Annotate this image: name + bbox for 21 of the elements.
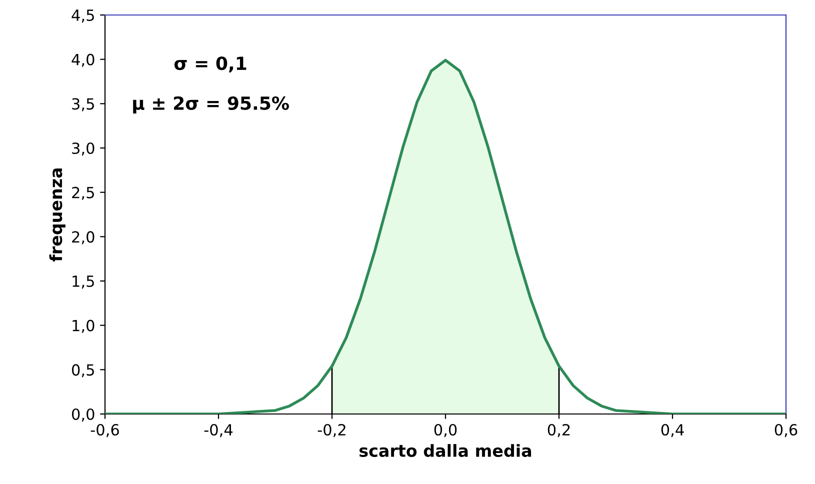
x-tick-label: -0,2 <box>318 424 346 438</box>
y-tick-label: 1,0 <box>72 320 94 333</box>
x-tick-label: 0,4 <box>661 424 684 438</box>
x-tick-label: 0,2 <box>548 424 570 438</box>
annotation: μ ± 2σ = 95.5% <box>133 96 289 114</box>
y-tick-label: 0,5 <box>72 364 94 378</box>
y-axis-title: frequenza <box>49 168 66 262</box>
y-tick-label: 0,0 <box>72 408 94 422</box>
y-tick-label: 1,5 <box>72 276 94 289</box>
x-tick-label: -0,4 <box>204 424 233 438</box>
y-tick-label: 2,5 <box>72 186 94 200</box>
x-tick-label: 0,6 <box>774 424 798 438</box>
x-tick-label: 0,0 <box>434 424 457 438</box>
y-tick-label: 4,5 <box>72 10 94 23</box>
x-axis-title: scarto dalla media <box>360 444 532 457</box>
y-tick-label: 4,0 <box>72 54 94 67</box>
y-tick-label: 3,0 <box>72 142 94 156</box>
y-tick-label: 3,5 <box>72 98 94 112</box>
y-tick-label: 2,0 <box>72 231 94 244</box>
annotation: σ = 0,1 <box>174 56 246 72</box>
x-tick-label: -0,6 <box>90 424 119 438</box>
